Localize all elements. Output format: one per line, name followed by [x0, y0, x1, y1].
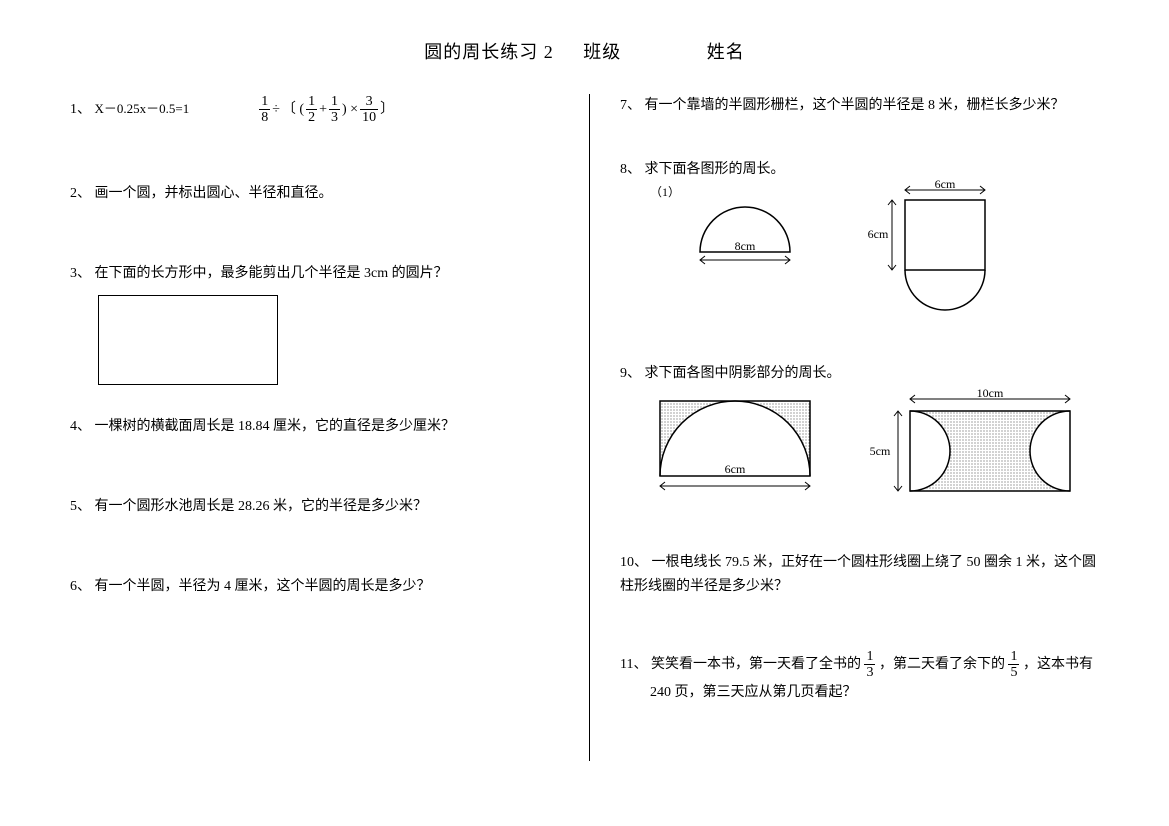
title: 圆的周长练习 2: [424, 38, 554, 64]
q10-num: 10、: [620, 555, 648, 570]
question-3: 3、 在下面的长方形中，最多能剪出几个半径是 3cm 的圆片？: [70, 262, 559, 386]
q11-line2: 240 页，第三天应从第几页看起？: [620, 681, 1109, 705]
svg-text:10cm: 10cm: [977, 386, 1004, 400]
question-1: 1、 X－0.25x－0.5=1 18 ÷ 〔 ( 12 + 13 ) × 31…: [70, 94, 559, 126]
left-column: 1、 X－0.25x－0.5=1 18 ÷ 〔 ( 12 + 13 ) × 31…: [70, 94, 589, 761]
q3-text: 在下面的长方形中，最多能剪出几个半径是 3cm 的圆片？: [95, 266, 448, 281]
q4-num: 4、: [70, 419, 91, 434]
q9-fig-b: 10cm 5cm: [860, 391, 1090, 501]
q1-eq-b: 18 ÷ 〔 ( 12 + 13 ) × 310 〕: [259, 94, 394, 126]
q9-num: 9、: [620, 366, 641, 381]
q7-text: 有一个靠墙的半圆形栅栏，这个半圆的半径是 8 米，栅栏长多少米？: [645, 98, 1065, 113]
q9-text: 求下面各图中阴影部分的周长。: [645, 366, 841, 381]
svg-text:6cm: 6cm: [868, 227, 889, 241]
question-4: 4、 一棵树的横截面周长是 18.84 厘米，它的直径是多少厘米？: [70, 415, 559, 439]
q5-num: 5、: [70, 499, 91, 514]
svg-text:5cm: 5cm: [870, 444, 891, 458]
q11-p3: ，这本书有: [1023, 657, 1093, 672]
q1-eq-a: X－0.25x－0.5=1: [95, 101, 190, 116]
q5-text: 有一个圆形水池周长是 28.26 米，它的半径是多少米？: [95, 499, 428, 514]
q11-p2: ，第二天看了余下的: [879, 657, 1005, 672]
q3-rectangle: [98, 295, 278, 385]
svg-text:6cm: 6cm: [725, 462, 746, 476]
q11-p1: 笑笑看一本书，第一天看了全书的: [651, 657, 861, 672]
q2-text: 画一个圆，并标出圆心、半径和直径。: [95, 186, 333, 201]
q6-text: 有一个半圆，半径为 4 厘米，这个半圆的周长是多少？: [95, 579, 431, 594]
question-10: 10、 一根电线长 79.5 米，正好在一个圆柱形线圈上绕了 50 圈余 1 米…: [620, 551, 1109, 599]
question-7: 7、 有一个靠墙的半圆形栅栏，这个半圆的半径是 8 米，栅栏长多少米？: [620, 94, 1109, 118]
q11-num: 11、: [620, 657, 647, 672]
q10-text: 一根电线长 79.5 米，正好在一个圆柱形线圈上绕了 50 圈余 1 米，这个圆…: [620, 555, 1096, 594]
question-9: 9、 求下面各图中阴影部分的周长。 6: [620, 362, 1109, 502]
q2-num: 2、: [70, 186, 91, 201]
q9-fig-a: 6cm: [640, 391, 830, 501]
question-8: 8、 求下面各图形的周长。 （1） 8cm: [620, 158, 1109, 332]
question-2: 2、 画一个圆，并标出圆心、半径和直径。: [70, 182, 559, 206]
svg-text:6cm: 6cm: [935, 177, 956, 191]
q8-fig-semicircle: 8cm: [680, 202, 820, 272]
q8-text: 求下面各图形的周长。: [645, 162, 785, 177]
question-5: 5、 有一个圆形水池周长是 28.26 米，它的半径是多少米？: [70, 495, 559, 519]
question-11: 11、 笑笑看一本书，第一天看了全书的 13 ，第二天看了余下的 15 ，这本书…: [620, 649, 1109, 705]
name-label: 姓名: [707, 38, 745, 64]
right-column: 7、 有一个靠墙的半圆形栅栏，这个半圆的半径是 8 米，栅栏长多少米？ 8、 求…: [589, 94, 1109, 761]
q8-sub: （1）: [650, 182, 820, 202]
content-columns: 1、 X－0.25x－0.5=1 18 ÷ 〔 ( 12 + 13 ) × 31…: [0, 94, 1169, 761]
q3-num: 3、: [70, 266, 91, 281]
worksheet-header: 圆的周长练习 2 班级 姓名: [0, 0, 1169, 64]
q8-num: 8、: [620, 162, 641, 177]
q8-fig-capsule: 6cm 6cm: [850, 182, 1000, 332]
svg-text:8cm: 8cm: [735, 239, 756, 253]
question-6: 6、 有一个半圆，半径为 4 厘米，这个半圆的周长是多少？: [70, 575, 559, 599]
q4-text: 一棵树的横截面周长是 18.84 厘米，它的直径是多少厘米？: [95, 419, 456, 434]
q6-num: 6、: [70, 579, 91, 594]
q1-num: 1、: [70, 102, 91, 117]
class-label: 班级: [583, 38, 621, 64]
q7-num: 7、: [620, 98, 641, 113]
